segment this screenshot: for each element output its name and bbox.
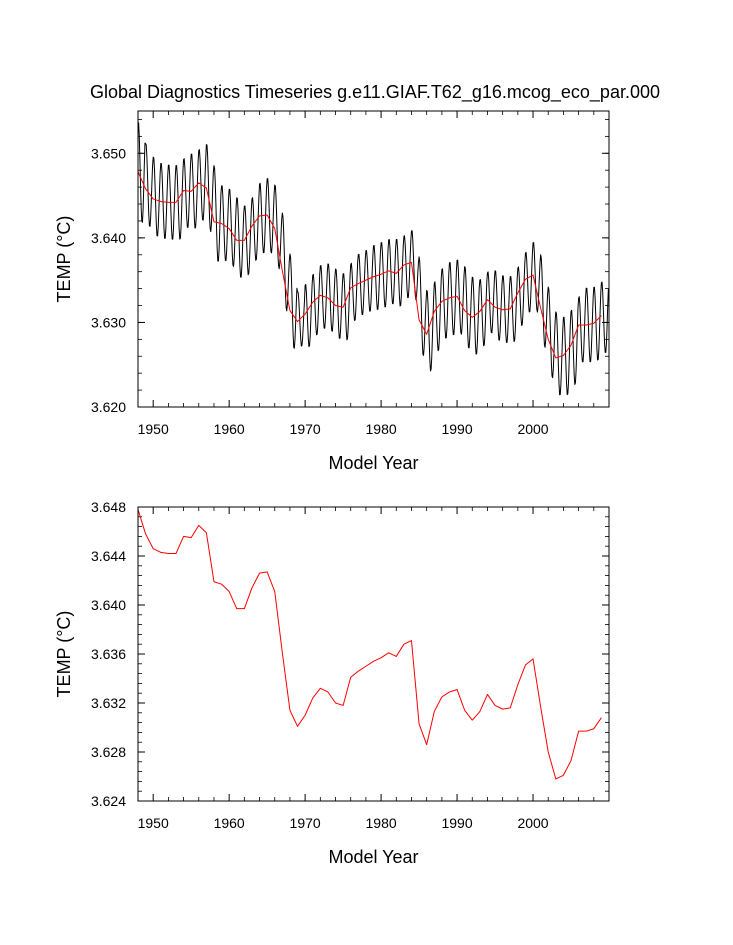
x-axis-label: Model Year — [328, 453, 418, 473]
x-tick-label: 1990 — [441, 815, 472, 831]
x-tick-label: 2000 — [517, 815, 548, 831]
y-tick-label: 3.630 — [91, 314, 126, 330]
bottom-timeseries-panel: 3.624 3.628 3.632 3.636 3.640 3.644 3.648 1950 1… — [54, 499, 610, 867]
x-tick-label: 1990 — [441, 421, 472, 437]
y-tick-label: 3.644 — [91, 548, 126, 564]
plot-frame — [137, 506, 610, 802]
series-line-annual-mean — [137, 171, 602, 359]
y-tick-label: 3.632 — [91, 695, 126, 711]
y-tick-label: 3.650 — [91, 145, 126, 161]
y-tick-label: 3.648 — [91, 499, 126, 515]
plot-frame — [137, 110, 610, 408]
x-tick-label: 1950 — [138, 815, 169, 831]
series-line-annual-mean — [137, 509, 602, 780]
x-axis-label: Model Year — [328, 847, 418, 867]
x-tick-label: 1960 — [214, 421, 245, 437]
x-tick-label: 1970 — [290, 421, 321, 437]
x-tick-label: 1970 — [290, 815, 321, 831]
y-axis-label: TEMP (°C) — [54, 216, 74, 303]
y-tick-label: 3.640 — [91, 230, 126, 246]
y-axis-label: TEMP (°C) — [54, 611, 74, 698]
top-timeseries-panel: 3.620 3.630 3.640 3.650 1950 1960 1970 1980 1990… — [54, 110, 610, 473]
y-tick-label: 3.624 — [91, 793, 126, 809]
x-tick-label: 2000 — [517, 421, 548, 437]
figure-title: Global Diagnostics Timeseries g.e11.GIAF… — [90, 82, 660, 103]
x-tick-label: 1950 — [138, 421, 169, 437]
y-tick-label: 3.628 — [91, 744, 126, 760]
x-tick-label: 1980 — [366, 421, 397, 437]
x-tick-label: 1980 — [366, 815, 397, 831]
y-tick-label: 3.620 — [91, 399, 126, 415]
y-tick-label: 3.640 — [91, 597, 126, 613]
x-tick-label: 1960 — [214, 815, 245, 831]
y-tick-label: 3.636 — [91, 646, 126, 662]
